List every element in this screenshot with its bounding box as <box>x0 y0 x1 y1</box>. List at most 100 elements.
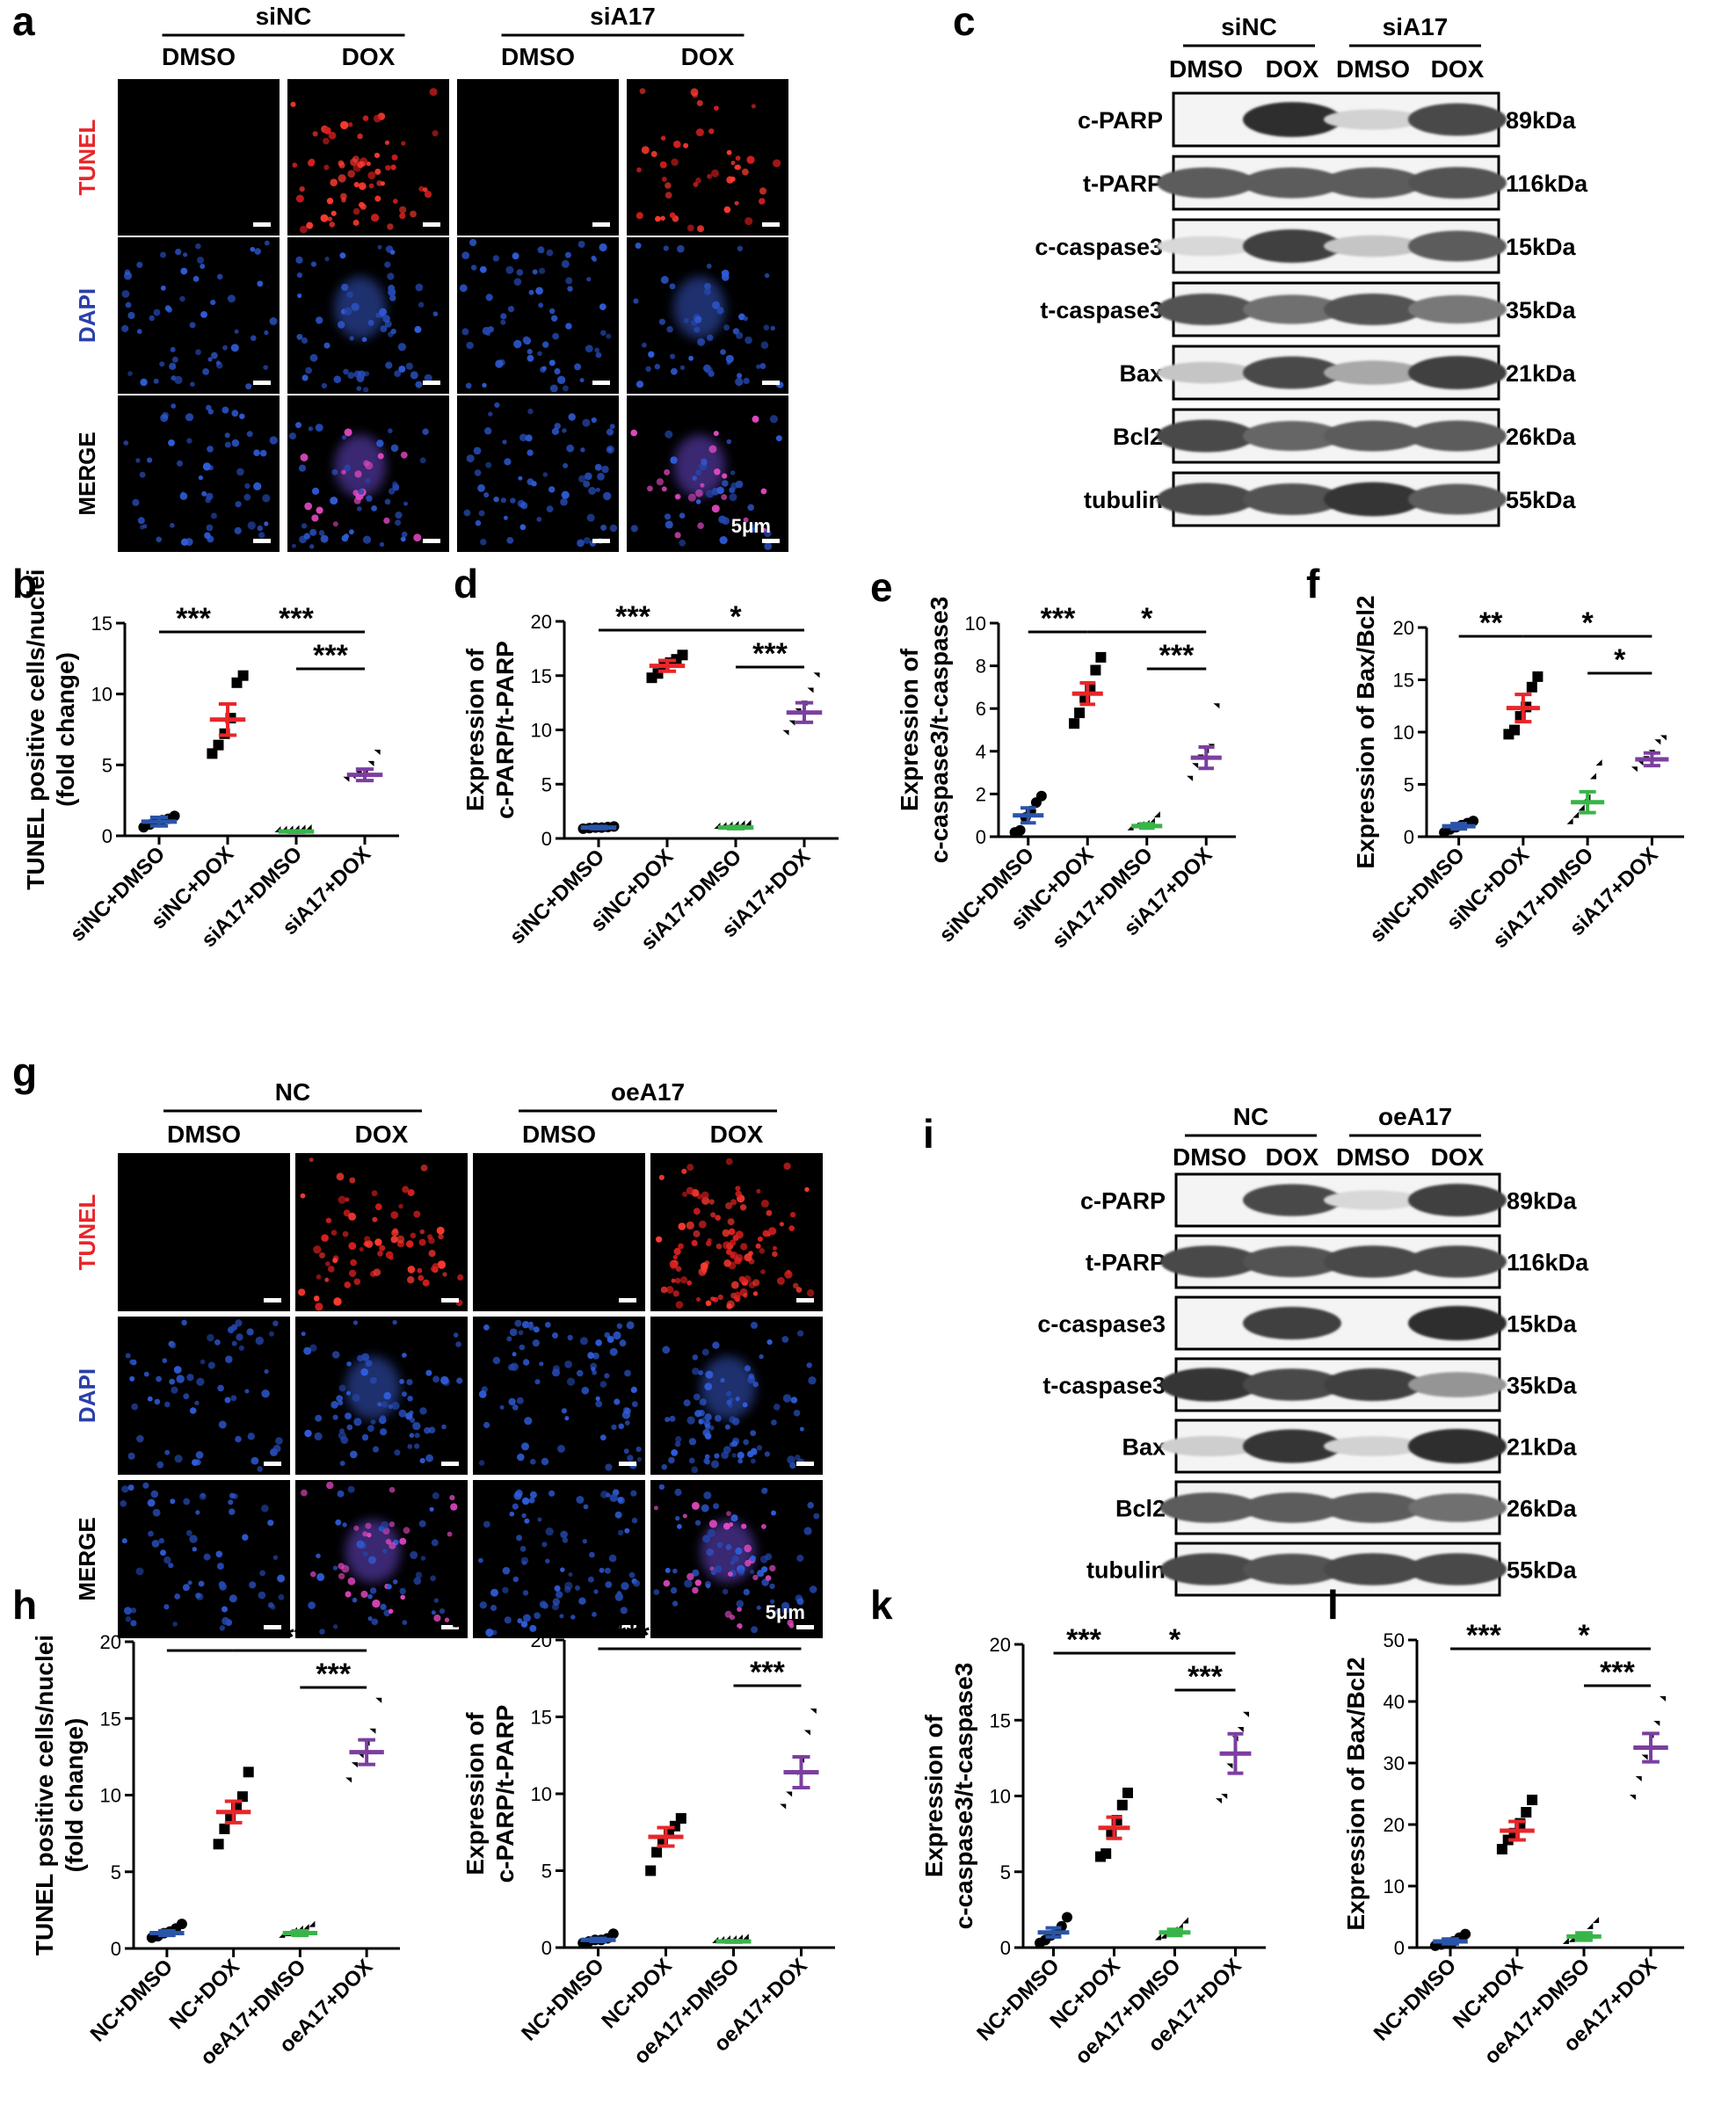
nucleus-dot <box>528 289 534 295</box>
nucleus-dot <box>156 1375 163 1382</box>
micro-image <box>457 79 619 236</box>
nucleus-dot <box>407 1266 416 1273</box>
nucleus-dot <box>180 538 189 546</box>
y-tick-label: 0 <box>541 1937 552 1959</box>
nucleus-dot <box>673 1247 681 1256</box>
micro-image <box>650 1480 823 1638</box>
nucleus-dot <box>236 468 244 476</box>
protein-band <box>1408 1553 1507 1585</box>
nucleus-dot <box>343 368 349 375</box>
nucleus-dot <box>706 1548 715 1556</box>
nucleus-dot <box>321 382 327 388</box>
nucleus-dot <box>729 487 736 494</box>
nucleus-dot <box>186 438 192 444</box>
nucleus-dot <box>124 269 131 276</box>
nucleus-dot <box>303 533 310 540</box>
nucleus-dot <box>760 341 769 350</box>
significance-label: *** <box>283 1621 318 1654</box>
scale-bar <box>796 1298 814 1302</box>
nucleus-dot <box>701 1348 709 1356</box>
nucleus-dot <box>364 1236 371 1243</box>
nucleus-dot <box>359 1247 364 1252</box>
nucleus-dot <box>301 337 309 345</box>
nucleus-dot <box>402 1186 410 1194</box>
nucleus-dot <box>160 251 166 258</box>
nucleus-dot <box>410 371 418 380</box>
nucleus-dot <box>210 512 217 519</box>
nucleus-dot <box>203 1553 211 1561</box>
nucleus-dot <box>170 1341 177 1349</box>
nucleus-dot <box>301 374 309 381</box>
nucleus-dot <box>686 1164 694 1172</box>
nucleus-dot <box>630 429 637 437</box>
nucleus-dot <box>205 497 211 504</box>
nucleus-dot <box>337 1490 345 1498</box>
nucleus-dot <box>635 243 642 249</box>
data-point <box>788 720 795 726</box>
nucleus-dot <box>185 413 194 422</box>
nucleus-dot <box>527 408 534 415</box>
nucleus-dot <box>595 1396 600 1401</box>
nucleus-dot <box>630 1386 637 1393</box>
nucleus-dot <box>751 104 757 109</box>
nucleus-dot <box>247 521 256 530</box>
nucleus-dot <box>385 1539 392 1545</box>
data-point <box>1095 651 1107 663</box>
nucleus-dot <box>502 439 507 445</box>
data-point <box>780 1803 787 1810</box>
protein-band <box>1243 167 1341 199</box>
molecular-weight-label: 21kDa <box>1506 360 1577 387</box>
nucleus-dot <box>125 1353 131 1359</box>
nucleus-dot <box>398 366 406 373</box>
nucleus-dot <box>721 269 730 278</box>
data-point <box>745 819 752 826</box>
nucleus-dot <box>523 1614 531 1622</box>
nucleus-dot <box>234 526 242 535</box>
nucleus-dot <box>578 475 586 483</box>
nucleus-dot <box>405 362 413 370</box>
nucleus-dot <box>326 1481 334 1490</box>
nucleus-dot <box>170 1498 176 1505</box>
nucleus-dot <box>148 1530 154 1537</box>
nucleus-dot <box>478 1390 487 1398</box>
nucleus-dot <box>692 1569 700 1577</box>
nucleus-dot <box>170 523 175 528</box>
nucleus-dot <box>164 1449 171 1455</box>
nucleus-dot <box>730 1514 738 1522</box>
nucleus-dot <box>663 1579 671 1587</box>
nucleus-dot <box>661 1463 668 1470</box>
nucleus-dot <box>671 367 678 375</box>
nucleus-dot <box>613 1331 621 1340</box>
nucleus-dot <box>316 506 323 514</box>
nucleus-dot <box>406 1379 413 1386</box>
micro-image <box>473 1317 645 1475</box>
micro-image <box>118 1317 290 1475</box>
nucleus-dot <box>479 265 487 273</box>
nucleus-dot <box>310 1571 316 1578</box>
nucleus-dot <box>357 133 363 140</box>
nucleus-dot <box>675 1515 680 1521</box>
nucleus-dot <box>439 1608 446 1614</box>
protein-label: t-caspase3 <box>1040 297 1163 323</box>
nucleus-dot <box>121 1538 127 1544</box>
nucleus-dot <box>298 1288 306 1296</box>
nucleus-dot <box>407 1189 415 1196</box>
nucleus-dot <box>599 303 607 310</box>
nucleus-dot <box>261 1504 269 1513</box>
nucleus-dot <box>614 1593 623 1601</box>
nucleus-dot <box>224 441 231 448</box>
nucleus-dot <box>338 160 345 167</box>
nucleus-dot <box>325 1217 332 1223</box>
nucleus-dot <box>430 1266 437 1273</box>
nucleus-dot <box>795 1455 801 1461</box>
nucleus-dot <box>230 1324 238 1331</box>
nucleus-dot <box>567 1334 573 1341</box>
panel-letter-a: a <box>12 0 35 44</box>
nucleus-dot <box>316 316 323 324</box>
nucleus-dot <box>586 277 592 282</box>
nucleus-dot <box>224 1355 233 1363</box>
nucleus-dot <box>400 536 406 542</box>
protein-label: Bcl2 <box>1113 424 1163 450</box>
y-axis-label: TUNEL positive cells/nuclei <box>22 569 49 889</box>
panel-letter-k: k <box>870 1582 893 1628</box>
